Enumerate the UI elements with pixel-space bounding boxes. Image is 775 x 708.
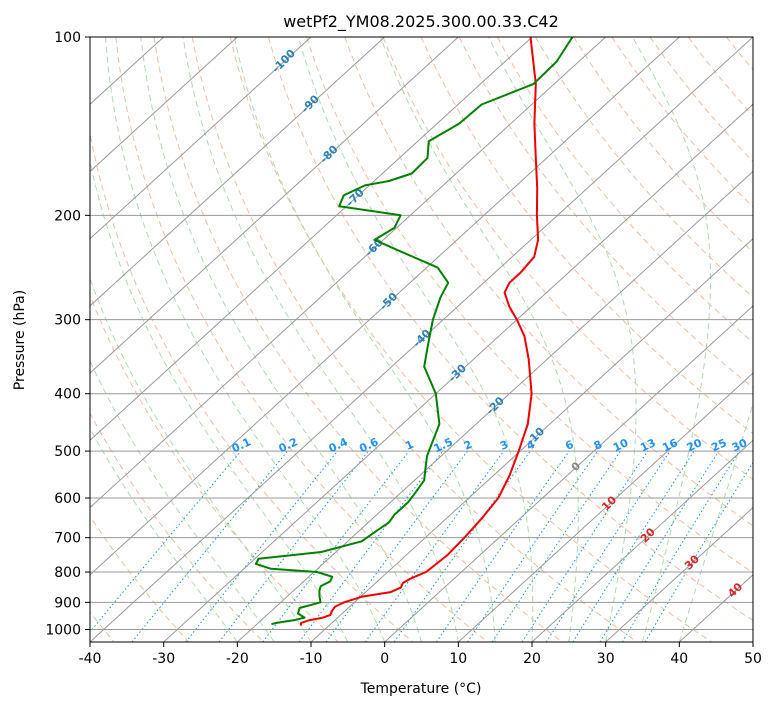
x-axis-title: Temperature (°C) [360, 681, 482, 697]
mixing-ratio-line [467, 450, 599, 642]
plot-area: -100-90-80-70-60-50-40-30-20-10010203040… [90, 37, 771, 642]
dry-adiabat-line [535, 37, 753, 298]
moist-adiabat-line [182, 37, 459, 642]
moist-adiabat-line [632, 37, 711, 642]
y-axis-title: Pressure (hPa) [12, 290, 28, 390]
x-tick-label: -30 [152, 651, 175, 667]
x-tick-label: 30 [597, 651, 615, 667]
moist-adiabat-line [140, 37, 422, 642]
x-tick-label: 40 [670, 651, 688, 667]
y-tick-label: 1000 [45, 622, 81, 638]
dry-adiabat-line [90, 131, 414, 642]
moist-adiabat-line [488, 37, 637, 642]
isotherm-line [90, 37, 680, 576]
dry-adiabat-line [90, 515, 190, 642]
y-tick-label: 800 [54, 565, 81, 581]
isotherm-line [531, 439, 753, 642]
isotherm-line [457, 372, 753, 642]
isotherm-line [90, 37, 386, 307]
isotherm-line [384, 305, 753, 642]
mixing-ratio-line [364, 450, 505, 642]
dry-adiabat-line [115, 37, 488, 642]
mixing-ratio-label: 10 [611, 436, 631, 454]
isotherm-line [90, 37, 238, 173]
isotherm-line [605, 506, 753, 642]
y-tick-label: 100 [54, 30, 81, 46]
moist-adiabat-line [90, 158, 349, 642]
isotherm-line [310, 237, 753, 642]
moist-adiabat-line [105, 37, 386, 642]
x-tick-label: 10 [449, 651, 467, 667]
dry-adiabat-line [420, 37, 753, 435]
x-tick-label: 50 [744, 651, 762, 667]
dry-adiabat-line [573, 37, 753, 253]
mixing-ratio-label: 25 [709, 436, 728, 454]
mixing-ratio-line [90, 450, 242, 633]
dry-adiabat-line [344, 37, 753, 527]
mixing-ratio-line [491, 450, 621, 642]
moist-adiabat-line [90, 427, 238, 642]
x-tick-label: -20 [226, 651, 249, 667]
y-tick-label: 400 [54, 387, 81, 403]
x-tick-label: 0 [380, 651, 389, 667]
moist-adiabat-line [233, 37, 496, 642]
mixing-ratio-line [393, 450, 531, 642]
y-tick-label: 600 [54, 491, 81, 507]
mixing-ratio-label: 36 [751, 436, 771, 454]
isotherm-line [236, 170, 753, 642]
y-tick-label: 500 [54, 444, 81, 460]
mixing-ratio-line [262, 450, 410, 642]
temperature-profile-line [300, 37, 540, 626]
dewpoint-profile-line [254, 37, 574, 626]
axes: -40 -30 -20 -10 0 10 20 30 40 50 100 200 300 400 500 60… [45, 30, 762, 667]
mixing-ratio-line [218, 450, 369, 642]
mixing-ratio-line [435, 450, 570, 642]
mixing-ratio-line [521, 450, 649, 642]
isotherm-line [90, 37, 459, 374]
y-tick-label: 200 [54, 208, 81, 224]
mixing-ratio-line [572, 450, 695, 642]
y-tick-label: 700 [54, 531, 81, 547]
isotherm-line [90, 37, 607, 509]
mixing-ratio-label: 16 [660, 436, 680, 454]
isotherm-line [90, 37, 533, 442]
plot-frame [89, 36, 754, 643]
dry-adiabat-line [153, 37, 563, 642]
dry-adiabat-line [191, 37, 638, 642]
mixing-ratio-label: 13 [638, 436, 657, 454]
isotherm-line [90, 37, 312, 240]
mixing-ratio-label: 20 [685, 436, 705, 454]
moist-adiabat-line [380, 37, 579, 642]
moist-adiabat-line [678, 401, 753, 642]
x-tick-label: -40 [79, 651, 102, 667]
dry-adiabat-line [306, 37, 753, 574]
dry-adiabat-line [382, 37, 753, 481]
x-tick-label: 20 [523, 651, 541, 667]
dry-adiabat-line [90, 412, 264, 642]
x-tick-label: -10 [300, 651, 323, 667]
mixing-ratio-label: 30 [730, 436, 750, 454]
isotherm-line [90, 37, 753, 642]
y-tick-label: 300 [54, 313, 81, 329]
moist-adiabat-line [297, 37, 534, 642]
moist-adiabat-line [90, 359, 275, 642]
chart-title: wetPf2_YM08.2025.300.00.33.C42 [283, 12, 559, 32]
y-tick-label: 900 [54, 595, 81, 611]
isotherm-line [163, 103, 753, 642]
dry-adiabat-line [229, 37, 712, 642]
